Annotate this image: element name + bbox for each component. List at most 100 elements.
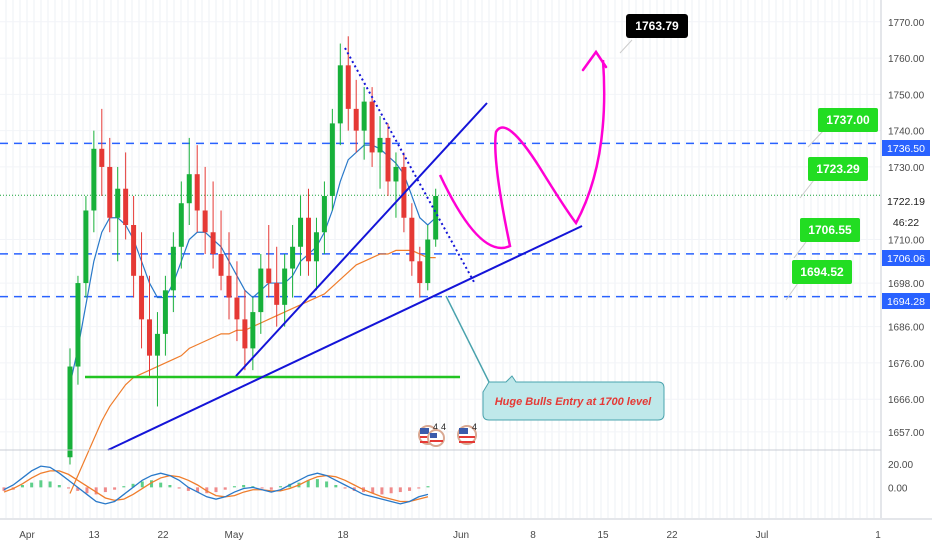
event-marker-3[interactable]: 4 bbox=[457, 422, 477, 445]
candle-body bbox=[321, 195, 327, 233]
candle-body bbox=[266, 268, 272, 284]
candle-body bbox=[258, 268, 264, 313]
candle-body bbox=[337, 65, 343, 124]
histogram-bar bbox=[214, 487, 218, 493]
candle bbox=[393, 152, 399, 218]
target-label-1694[interactable]: 1694.52 bbox=[785, 260, 852, 301]
candle-body bbox=[425, 239, 431, 284]
x-tick-label: 22 bbox=[666, 530, 678, 541]
candle-body bbox=[274, 283, 280, 305]
candle-body bbox=[218, 254, 224, 276]
candle bbox=[210, 181, 216, 269]
rising-trendline-lower[interactable] bbox=[107, 225, 583, 451]
histogram-bar bbox=[20, 485, 24, 488]
oscillator-signal-line bbox=[3, 470, 429, 503]
histogram-bar bbox=[279, 486, 283, 488]
current-price-value: 1722.19 bbox=[887, 196, 925, 208]
target-label-1723[interactable]: 1723.29 bbox=[799, 157, 868, 199]
histogram-bar bbox=[196, 487, 200, 493]
candle-body bbox=[139, 275, 145, 320]
event-markers[interactable]: 4 4 4 bbox=[418, 422, 477, 447]
candle bbox=[218, 210, 224, 291]
projected-zigzag-path[interactable] bbox=[438, 59, 606, 250]
candle bbox=[202, 166, 208, 255]
candle bbox=[353, 79, 359, 153]
histogram-bar bbox=[103, 487, 107, 493]
candle-body bbox=[313, 232, 319, 262]
candle bbox=[147, 275, 152, 378]
target-label-1737-value: 1737.00 bbox=[826, 113, 870, 127]
candle bbox=[290, 225, 296, 298]
price-line-label-1706[interactable]: 1706.06 bbox=[882, 250, 930, 266]
histogram-bar bbox=[168, 485, 172, 488]
candle bbox=[123, 152, 129, 240]
x-tick-label: May bbox=[225, 530, 244, 541]
candle bbox=[282, 254, 288, 327]
candle bbox=[321, 181, 327, 255]
projection-arrowhead bbox=[581, 49, 608, 72]
candle bbox=[115, 166, 121, 262]
candle-body bbox=[67, 366, 73, 458]
bar-countdown: 46:22 bbox=[893, 217, 919, 229]
histogram-bar bbox=[306, 480, 310, 488]
x-tick-label: 18 bbox=[337, 530, 349, 541]
target-label-1706[interactable]: 1706.55 bbox=[793, 218, 860, 259]
candle-body bbox=[107, 166, 113, 218]
current-price-label[interactable]: 1722.19 46:22 bbox=[887, 196, 925, 229]
candle bbox=[433, 188, 439, 247]
candle-body bbox=[409, 217, 415, 262]
candle-body bbox=[385, 137, 391, 182]
candle bbox=[178, 181, 184, 269]
target-label-1737[interactable]: 1737.00 bbox=[807, 108, 878, 148]
event-marker-2[interactable]: 4 bbox=[427, 422, 446, 447]
time-axis-background bbox=[0, 518, 932, 550]
annotation-pointer bbox=[445, 295, 493, 389]
candle-body bbox=[345, 65, 351, 109]
histogram-bar bbox=[140, 481, 144, 488]
candle bbox=[75, 275, 81, 385]
target-label-1723-value: 1723.29 bbox=[816, 162, 860, 176]
candle-body bbox=[282, 268, 288, 305]
price-axis-labels[interactable]: 1736.50 1722.19 46:22 1706.06 1694.28 bbox=[882, 140, 930, 309]
histogram-bar bbox=[30, 482, 34, 488]
histogram-bar bbox=[334, 485, 338, 488]
y-tick-label: 1770.00 bbox=[888, 18, 925, 29]
peak-target-label[interactable]: 1763.79 bbox=[619, 14, 688, 54]
histogram-bar bbox=[343, 487, 347, 489]
candle-body bbox=[242, 319, 248, 349]
oscillator-tick-label: 0.00 bbox=[888, 483, 908, 494]
histogram-bar bbox=[223, 487, 227, 490]
x-tick-label: 1 bbox=[875, 530, 881, 541]
oscillator-pane[interactable] bbox=[0, 449, 932, 505]
candle-body bbox=[75, 283, 81, 367]
histogram-bar bbox=[371, 487, 375, 494]
event-marker-2-count: 4 bbox=[441, 422, 446, 432]
candle bbox=[226, 232, 232, 320]
candle bbox=[131, 195, 137, 298]
candle bbox=[242, 290, 248, 371]
annotation-callout[interactable]: Huge Bulls Entry at 1700 level bbox=[482, 375, 665, 421]
histogram-bar bbox=[325, 481, 329, 488]
candle-body bbox=[147, 319, 152, 356]
histogram-bar bbox=[113, 487, 117, 490]
histogram-bar bbox=[131, 483, 135, 488]
candle-body bbox=[170, 246, 176, 291]
candle-body bbox=[178, 203, 184, 247]
candle-body bbox=[353, 108, 359, 131]
candle bbox=[67, 348, 73, 465]
price-line-label-1736[interactable]: 1736.50 bbox=[882, 140, 930, 156]
candle-body bbox=[361, 101, 367, 131]
price-line-label-1694[interactable]: 1694.28 bbox=[882, 293, 930, 309]
candle bbox=[377, 116, 383, 189]
y-tick-label: 1676.00 bbox=[888, 359, 925, 370]
rising-trendline-steep[interactable] bbox=[235, 102, 488, 377]
candle-body bbox=[202, 210, 208, 233]
candle bbox=[306, 188, 311, 276]
histogram-bar bbox=[122, 486, 126, 488]
candle-body bbox=[234, 297, 240, 320]
event-marker-1-count: 4 bbox=[433, 422, 438, 432]
